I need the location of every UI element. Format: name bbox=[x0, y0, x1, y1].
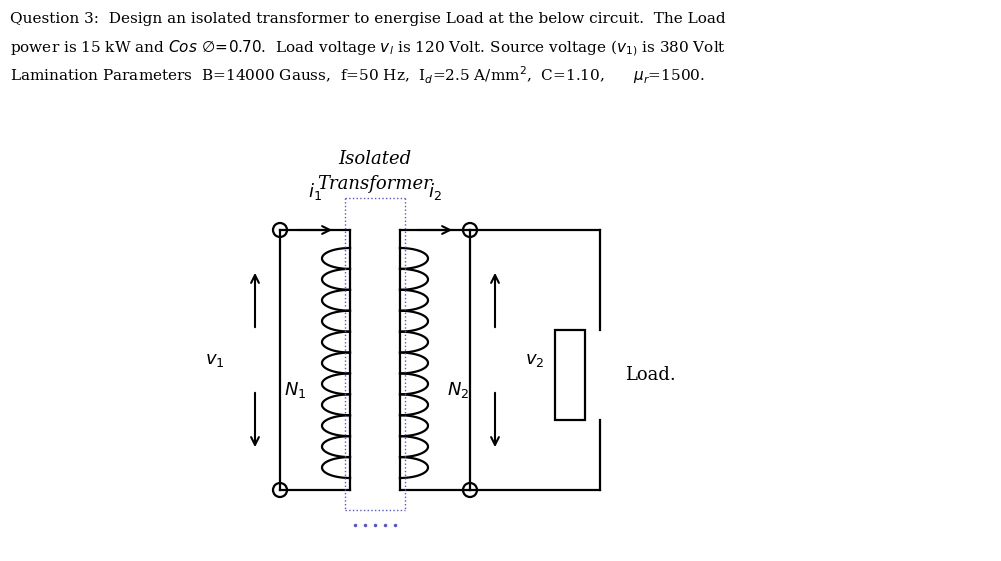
Text: Lamination Parameters  B=14000 Gauss,  f=50 Hz,  I$_d$=2.5 A/mm$^2$,  C=1.10,   : Lamination Parameters B=14000 Gauss, f=5… bbox=[10, 64, 705, 86]
Text: power is 15 kW and $\mathit{Cos}$ $\mathit{\varnothing\!=\!0.70}$.  Load voltage: power is 15 kW and $\mathit{Cos}$ $\math… bbox=[10, 38, 726, 58]
Text: $N_2$: $N_2$ bbox=[446, 380, 469, 400]
Text: $v_2$: $v_2$ bbox=[526, 351, 545, 369]
Text: $i_2$: $i_2$ bbox=[428, 181, 441, 202]
Bar bbox=[555, 330, 585, 420]
Text: $N_1$: $N_1$ bbox=[284, 380, 306, 400]
Text: Isolated
Transformer: Isolated Transformer bbox=[317, 150, 432, 193]
Text: Question 3:  Design an isolated transformer to energise Load at the below circui: Question 3: Design an isolated transform… bbox=[10, 12, 726, 26]
Text: $i_1$: $i_1$ bbox=[308, 181, 322, 202]
Text: Load.: Load. bbox=[625, 366, 676, 384]
Text: $v_1$: $v_1$ bbox=[205, 351, 225, 369]
